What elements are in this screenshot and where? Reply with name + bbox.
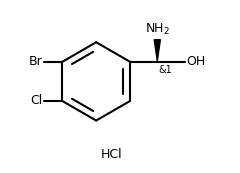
Text: Cl: Cl (30, 94, 43, 107)
Text: NH$_2$: NH$_2$ (145, 22, 170, 37)
Text: OH: OH (186, 55, 205, 68)
Polygon shape (154, 40, 160, 61)
Text: &1: &1 (158, 65, 172, 75)
Text: HCl: HCl (101, 148, 122, 161)
Text: Br: Br (29, 55, 43, 68)
